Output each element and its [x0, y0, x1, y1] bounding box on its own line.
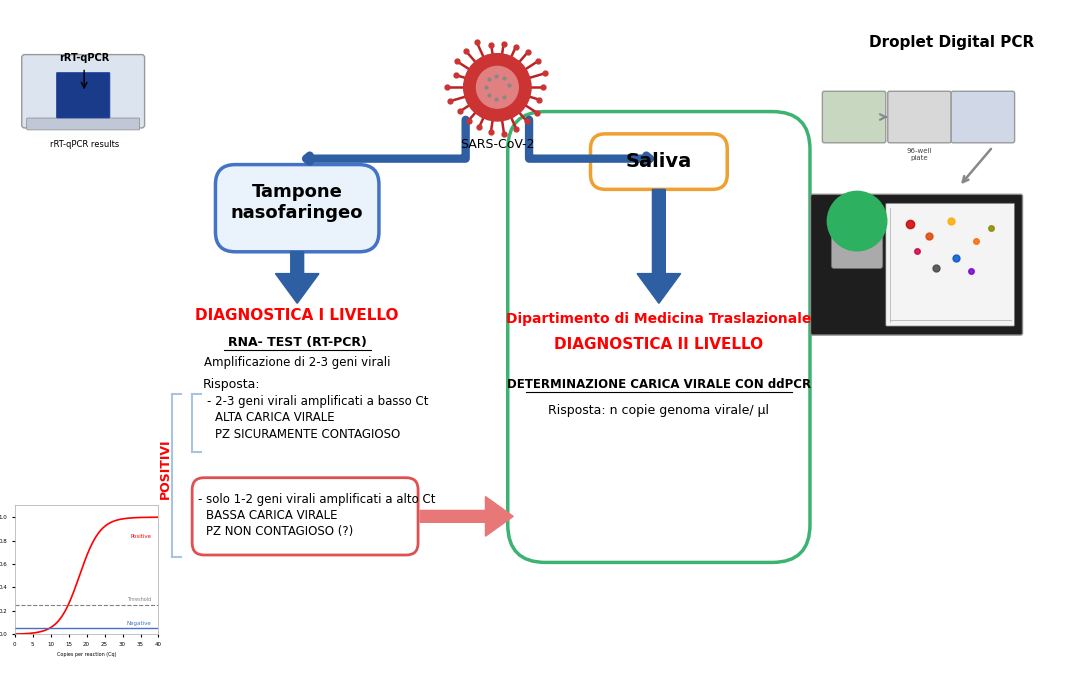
FancyBboxPatch shape	[591, 134, 727, 190]
Text: BASSA CARICA VIRALE: BASSA CARICA VIRALE	[206, 509, 338, 522]
Text: DIAGNOSTICA I LIVELLO: DIAGNOSTICA I LIVELLO	[195, 308, 399, 323]
Circle shape	[463, 53, 531, 121]
FancyBboxPatch shape	[832, 221, 882, 269]
FancyBboxPatch shape	[215, 165, 379, 252]
Text: 96-well
plate: 96-well plate	[907, 148, 932, 161]
FancyBboxPatch shape	[888, 91, 951, 143]
FancyBboxPatch shape	[22, 55, 145, 128]
FancyBboxPatch shape	[810, 194, 1023, 335]
Text: SARS-CoV-2: SARS-CoV-2	[460, 138, 535, 151]
Text: Saliva: Saliva	[625, 152, 692, 171]
FancyBboxPatch shape	[192, 478, 418, 555]
Text: Tampone
nasofaringeo: Tampone nasofaringeo	[231, 183, 364, 221]
Text: Amplificazione di 2-3 geni virali: Amplificazione di 2-3 geni virali	[204, 356, 391, 369]
Text: RNA- TEST (RT-PCR): RNA- TEST (RT-PCR)	[228, 336, 366, 350]
Text: Risposta: n copie genoma virale/ μl: Risposta: n copie genoma virale/ μl	[549, 404, 769, 417]
Text: Dipartimento di Medicina Traslazionale: Dipartimento di Medicina Traslazionale	[507, 312, 811, 326]
Circle shape	[827, 191, 887, 251]
Text: ALTA CARICA VIRALE: ALTA CARICA VIRALE	[215, 411, 335, 424]
FancyBboxPatch shape	[27, 118, 139, 130]
FancyArrow shape	[275, 252, 319, 303]
Text: rRT-qPCR results: rRT-qPCR results	[50, 140, 119, 149]
Text: - solo 1-2 geni virali amplificati a alto Ct: - solo 1-2 geni virali amplificati a alt…	[198, 493, 435, 506]
FancyArrow shape	[637, 190, 680, 303]
Text: PZ SICURAMENTE CONTAGIOSO: PZ SICURAMENTE CONTAGIOSO	[215, 427, 401, 441]
Text: rRT-qPCR: rRT-qPCR	[59, 53, 109, 63]
FancyArrow shape	[420, 497, 513, 536]
Text: DIAGNOSTICA II LIVELLO: DIAGNOSTICA II LIVELLO	[554, 338, 764, 352]
FancyBboxPatch shape	[822, 91, 886, 143]
Text: - 2-3 geni virali amplificati a basso Ct: - 2-3 geni virali amplificati a basso Ct	[207, 395, 429, 408]
Text: Risposta:: Risposta:	[203, 378, 260, 391]
Circle shape	[476, 66, 518, 108]
Text: Droplet Digital PCR: Droplet Digital PCR	[868, 35, 1034, 50]
Text: POSITIVI: POSITIVI	[159, 439, 172, 499]
Text: PZ NON CONTAGIOSO (?): PZ NON CONTAGIOSO (?)	[206, 524, 353, 538]
FancyBboxPatch shape	[56, 72, 110, 118]
FancyBboxPatch shape	[886, 203, 1014, 326]
Text: DETERMINAZIONE CARICA VIRALE CON ddPCR: DETERMINAZIONE CARICA VIRALE CON ddPCR	[507, 378, 811, 391]
FancyBboxPatch shape	[951, 91, 1014, 143]
FancyBboxPatch shape	[508, 111, 810, 562]
